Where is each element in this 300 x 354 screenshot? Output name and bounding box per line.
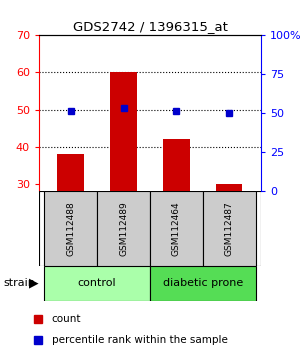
Text: control: control [78,278,116,288]
FancyBboxPatch shape [44,266,150,301]
Text: GSM112487: GSM112487 [225,201,234,256]
FancyBboxPatch shape [97,191,150,266]
Bar [216,184,242,191]
Text: percentile rank within the sample: percentile rank within the sample [52,335,228,345]
FancyBboxPatch shape [150,191,203,266]
FancyBboxPatch shape [44,191,97,266]
Bar [163,139,190,191]
FancyBboxPatch shape [150,266,256,301]
Text: ▶: ▶ [28,277,38,290]
Text: GSM112464: GSM112464 [172,201,181,256]
Text: strain: strain [3,278,35,288]
Bar [58,154,84,191]
FancyBboxPatch shape [39,191,261,266]
Title: GDS2742 / 1396315_at: GDS2742 / 1396315_at [73,20,227,33]
Bar [110,73,137,191]
Text: GSM112488: GSM112488 [66,201,75,256]
Text: count: count [52,314,81,324]
Text: diabetic prone: diabetic prone [163,278,243,288]
Text: GSM112489: GSM112489 [119,201,128,256]
FancyBboxPatch shape [203,191,256,266]
